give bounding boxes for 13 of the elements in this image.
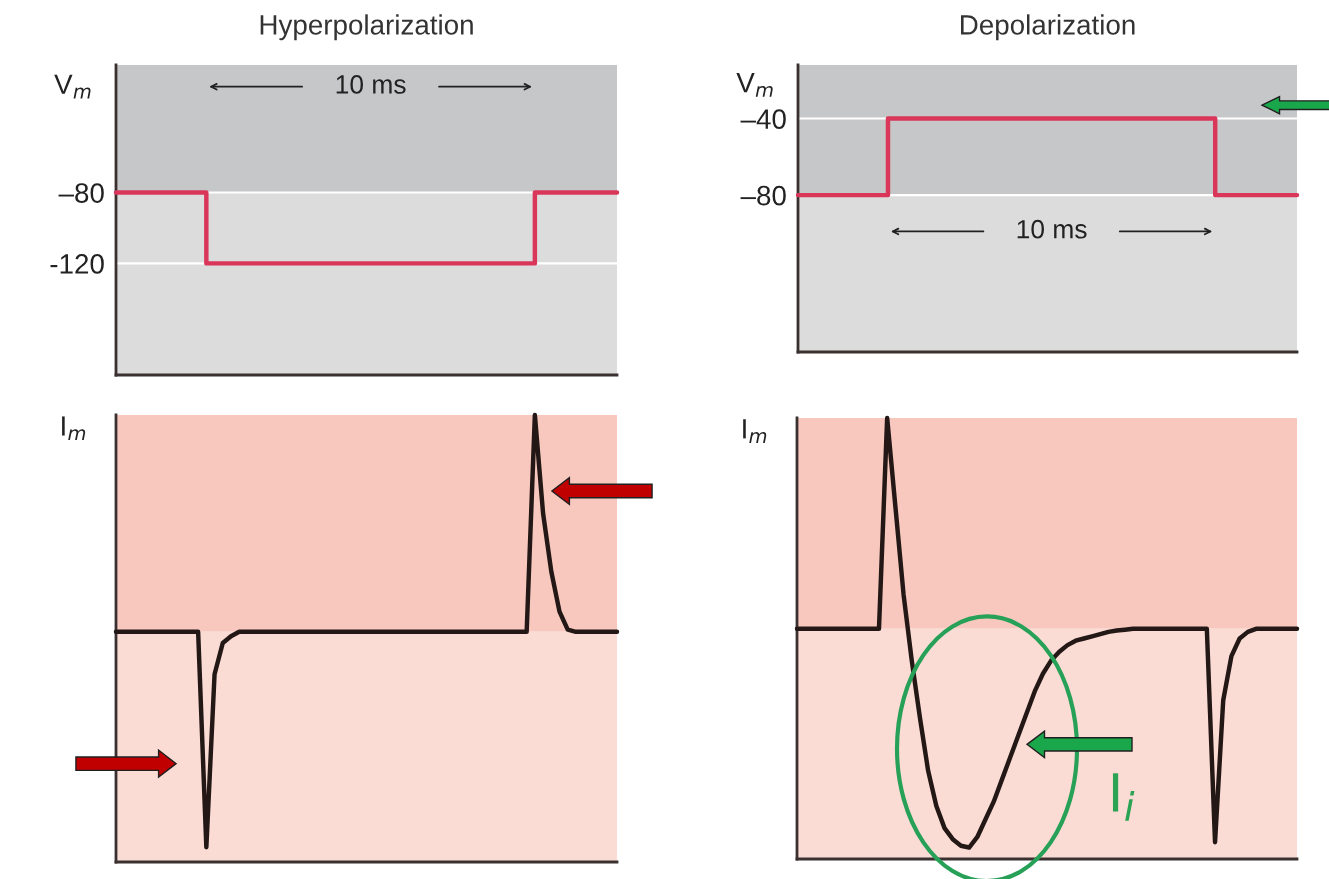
y-tick-label: –80: [740, 185, 786, 206]
annotation: 10 ms: [1017, 219, 1087, 239]
annotation: I$_{i}$: [1112, 773, 1135, 821]
y-axis-title: I$_{m}$: [743, 419, 767, 443]
y-tick-label: -120: [50, 254, 104, 274]
chart-title: Depolarization: [961, 14, 1135, 41]
chart-title: Hyperpolarization: [260, 14, 473, 41]
y-axis-title: V$_{m}$: [54, 74, 91, 99]
y-axis-title: I$_{m}$: [62, 416, 86, 441]
annotation: 10 ms: [336, 75, 406, 94]
y-axis-title: V$_{m}$: [736, 73, 773, 97]
y-tick-label: –40: [740, 109, 786, 129]
y-tick-label: –80: [58, 183, 104, 203]
